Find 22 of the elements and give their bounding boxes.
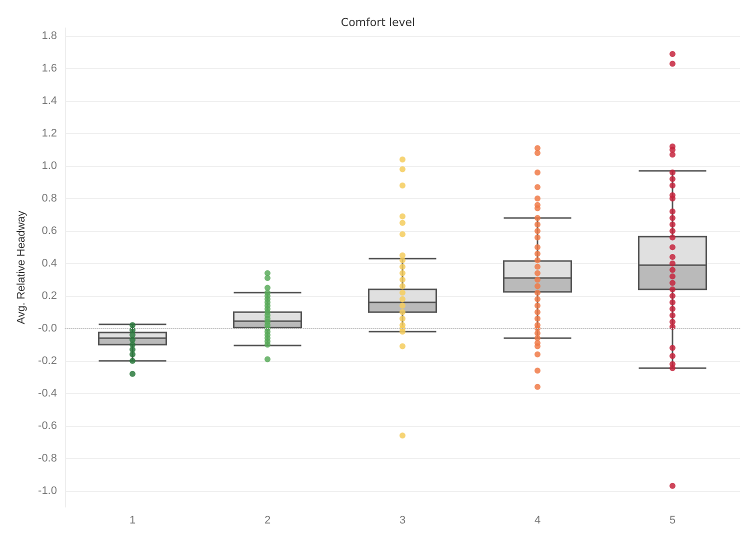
x-tick-label: 4: [534, 514, 541, 526]
x-tick-label: 1: [129, 514, 136, 526]
y-tick-label: -1.0: [38, 484, 57, 497]
x-tick-label: 5: [669, 514, 676, 526]
y-tick-label: 1.4: [42, 95, 57, 108]
y-tick-label: 1.2: [42, 128, 57, 140]
y-tick-label: 0.4: [42, 257, 57, 270]
x-axis-title: Comfort level: [340, 16, 416, 29]
x-tick-label: 2: [264, 514, 271, 526]
y-tick-label: -0.0: [38, 322, 57, 334]
y-axis-title: Avg. Relative Headway: [16, 210, 28, 324]
y-tick-label: 1.6: [42, 62, 57, 75]
y-tick-label: -0.4: [38, 387, 57, 400]
y-tick-label: 0.2: [42, 290, 57, 302]
x-tick-label: 3: [399, 514, 406, 526]
y-tick-label: 1.0: [42, 160, 57, 172]
y-tick-label: 1.8: [42, 30, 57, 42]
y-tick-label: -0.2: [38, 354, 57, 367]
y-tick-label: -0.8: [38, 452, 57, 464]
y-tick-label: 0.6: [42, 224, 57, 237]
y-tick-label: -0.6: [38, 420, 57, 432]
y-tick-label: 0.8: [42, 192, 57, 204]
